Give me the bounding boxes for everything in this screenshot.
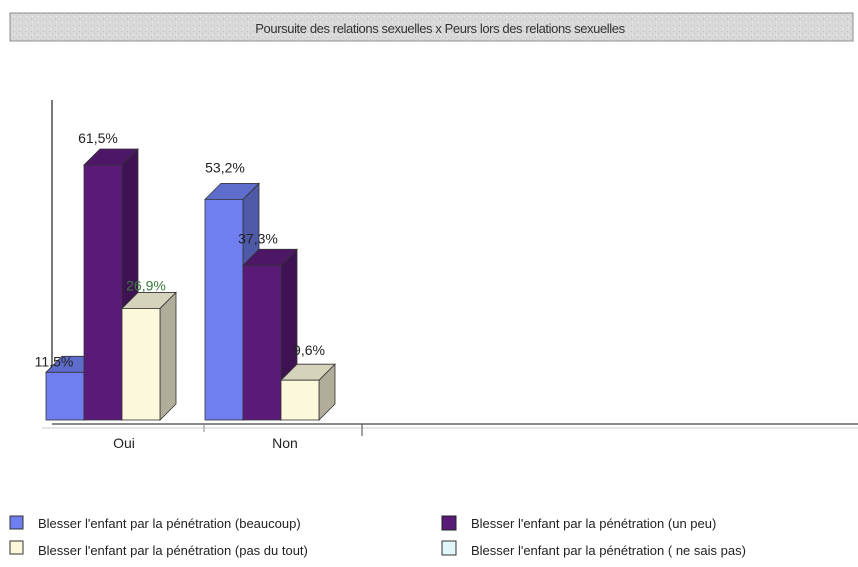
bar-front-face <box>204 198 244 421</box>
legend-swatch-un-peu <box>441 515 457 531</box>
legend-item-un-peu: Blesser l'enfant par la pénétration (un … <box>441 515 716 531</box>
bar-front-face <box>280 379 320 421</box>
bar-oui-series-2 <box>121 291 177 421</box>
data-label-non-series-1: 37,3% <box>238 230 278 246</box>
bars-layer <box>45 148 336 421</box>
legend-swatch-ne-sais-pas <box>441 540 457 556</box>
bar-front-face <box>121 308 161 421</box>
legend-swatch-pas-du-tout <box>9 540 24 555</box>
legend: Blesser l'enfant par la pénétration (bea… <box>9 515 746 558</box>
data-label-oui-series-2: 26,9% <box>126 277 166 293</box>
x-tick-label-non: Non <box>272 435 298 451</box>
data-label-oui-series-1: 61,5% <box>78 130 118 146</box>
legend-label-pas-du-tout: Blesser l'enfant par la pénétration (pas… <box>38 543 308 558</box>
data-label-oui-series-0: 11,5% <box>35 353 74 369</box>
chart-title: Poursuite des relations sexuelles x Peur… <box>255 21 625 36</box>
legend-item-pas-du-tout: Blesser l'enfant par la pénétration (pas… <box>9 540 308 558</box>
title-bar: Poursuite des relations sexuelles x Peur… <box>9 12 854 42</box>
x-tick-label-oui: Oui <box>113 435 135 451</box>
legend-label-ne-sais-pas: Blesser l'enfant par la pénétration ( ne… <box>471 543 746 558</box>
bar-non-series-2 <box>280 363 336 421</box>
bar-front-face <box>45 371 85 421</box>
data-labels-layer: 11,5% 61,5% 26,9% 53,2% 37,3% 9,6% <box>35 130 325 369</box>
legend-swatch-beaucoup <box>9 515 24 530</box>
legend-label-un-peu: Blesser l'enfant par la pénétration (un … <box>471 516 716 531</box>
data-label-non-series-2: 9,6% <box>293 342 325 358</box>
legend-item-beaucoup: Blesser l'enfant par la pénétration (bea… <box>9 515 301 531</box>
bar-front-face <box>83 164 123 421</box>
bar-side-face <box>159 291 177 421</box>
data-label-non-series-0: 53,2% <box>205 159 245 175</box>
bar-front-face <box>242 264 282 421</box>
legend-label-beaucoup: Blesser l'enfant par la pénétration (bea… <box>38 516 301 531</box>
legend-item-ne-sais-pas: Blesser l'enfant par la pénétration ( ne… <box>441 540 746 558</box>
